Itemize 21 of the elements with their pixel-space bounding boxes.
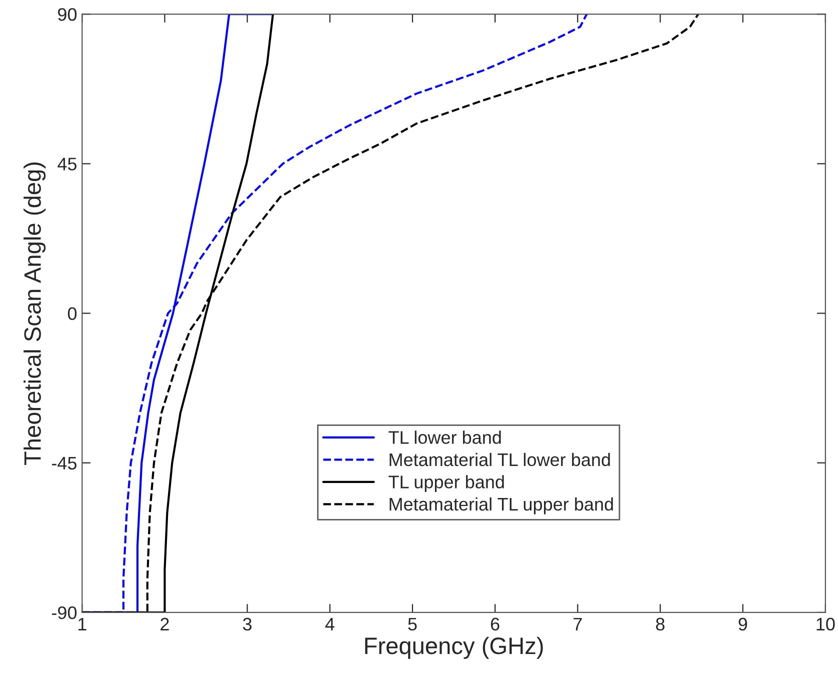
- legend-label: Metamaterial TL lower band: [390, 452, 610, 466]
- x-tick-label: 4: [325, 618, 334, 630]
- legend-label: TL lower band: [388, 430, 501, 444]
- x-tick-label: 2: [160, 618, 169, 630]
- x-tick-label: 6: [490, 618, 500, 631]
- legend-label: TL upper band: [388, 475, 504, 492]
- x-tick-label: 9: [738, 618, 748, 631]
- x-axis-title: Frequency (GHz): [365, 636, 543, 659]
- x-tick-label: 8: [656, 618, 664, 631]
- y-axis-title: Theoretical Scan Angle (deg): [24, 162, 46, 465]
- y-tick-label: -90: [52, 606, 77, 620]
- x-tick-label: 3: [242, 618, 252, 631]
- y-tick-label: 0: [68, 307, 77, 320]
- x-tick-label: 5: [408, 618, 417, 631]
- x-tick-label: 10: [816, 618, 835, 631]
- x-tick-label: 7: [574, 618, 582, 630]
- y-tick-label: 90: [58, 8, 77, 21]
- y-tick-label: 45: [58, 158, 77, 170]
- legend-label: Metamaterial TL upper band: [390, 497, 613, 514]
- y-tick-label: -45: [52, 456, 77, 470]
- x-tick-label: 1: [78, 618, 86, 630]
